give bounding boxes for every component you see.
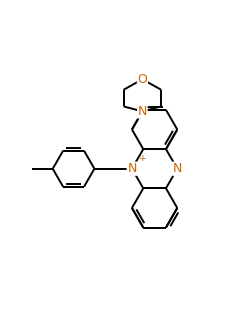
Text: O: O [138, 73, 147, 86]
Text: N: N [127, 162, 137, 175]
Text: N: N [172, 162, 182, 175]
Text: +: + [138, 154, 145, 163]
Text: N: N [138, 105, 147, 118]
